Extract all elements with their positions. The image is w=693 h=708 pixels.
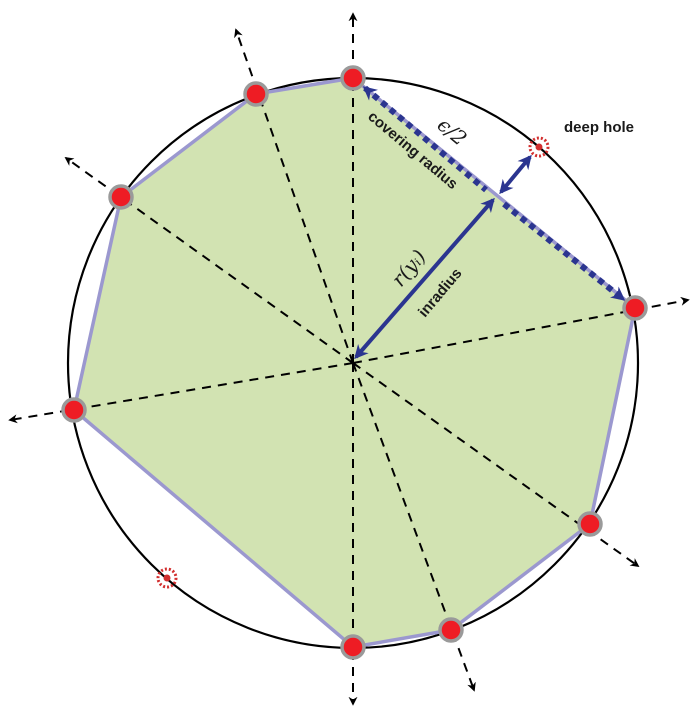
deep-hole-marker-lower (156, 567, 178, 589)
vertex (61, 397, 87, 423)
covering-radius-segment-lower (502, 201, 626, 302)
inradius-arrow (354, 197, 495, 360)
vertex (108, 184, 134, 210)
epsilon-arrow (499, 154, 532, 195)
deep-hole-marker (528, 136, 550, 158)
vertex (577, 511, 603, 537)
deep-hole-label: deep hole (564, 119, 634, 136)
vertex (622, 295, 648, 321)
vertex (340, 634, 366, 660)
covering-radius-segments (362, 85, 626, 302)
vertices (61, 65, 648, 660)
covering-radius-segment-upper (362, 85, 488, 193)
epsilon-half-label: ϵ/2 (433, 112, 472, 150)
vertex (243, 81, 269, 107)
vertex (438, 617, 464, 643)
vertex (340, 65, 366, 91)
